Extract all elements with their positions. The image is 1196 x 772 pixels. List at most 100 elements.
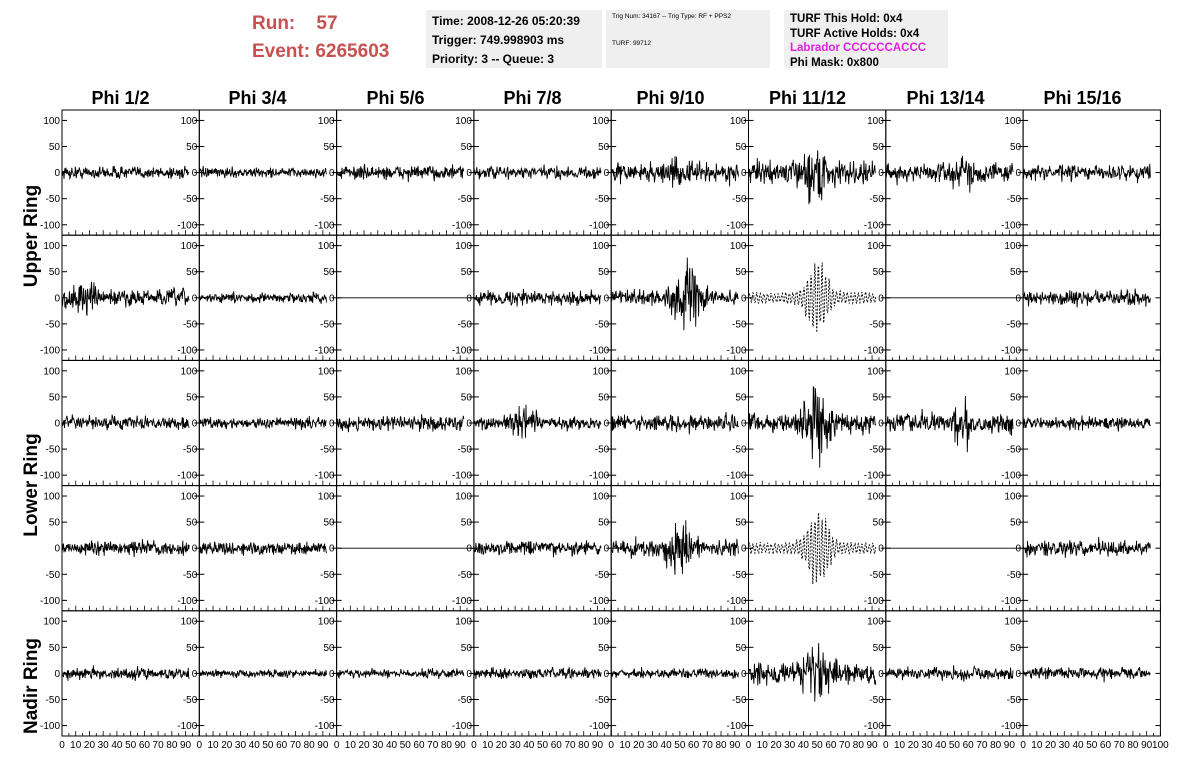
x-tick-label: 60 (963, 740, 975, 751)
waveform-trace (748, 512, 877, 585)
waveform-trace (61, 281, 190, 316)
waveform-panel: -100 -50 0 50 100 (315, 359, 475, 487)
x-tick-label: 90 (317, 740, 329, 751)
y-tick-label: 50 (1010, 643, 1022, 654)
x-tick-label: 50 (949, 740, 961, 751)
waveform-panel: -100 -50 0 50 100 (589, 359, 750, 487)
y-tick-label: -100 (40, 721, 60, 732)
phi-column-label: Phi 9/10 (636, 88, 705, 108)
y-tick-label: -100 (1001, 471, 1021, 482)
waveform-trace (885, 664, 1014, 682)
y-tick-label: 0 (329, 544, 335, 555)
y-tick-label: -50 (1007, 695, 1022, 706)
y-tick-label: -50 (46, 570, 61, 581)
x-tick-label: 20 (770, 740, 782, 751)
waveform-trace (610, 411, 739, 435)
y-tick-label: 0 (604, 669, 610, 680)
x-tick-label: 70 (1114, 740, 1126, 751)
x-tick-label: 80 (578, 740, 590, 751)
y-tick-label: -100 (589, 596, 609, 607)
waveform-panel: -100 -50 0 50 100 (589, 234, 750, 361)
waveform-trace (61, 665, 190, 682)
y-tick-label: 50 (873, 142, 885, 153)
y-tick-label: -50 (1007, 319, 1022, 330)
y-tick-label: 100 (318, 366, 335, 377)
waveform-panel: -100 -50 0 50 100 (452, 359, 612, 487)
waveform-panel: -100 -50 0 50 100 (864, 485, 1024, 612)
waveform-trace (748, 262, 877, 333)
x-tick-label: 20 (1045, 740, 1057, 751)
y-tick-label: 100 (318, 241, 335, 252)
y-tick-label: -50 (183, 194, 198, 205)
x-tick-label: 30 (372, 740, 384, 751)
y-tick-label: 50 (735, 142, 747, 153)
y-tick-label: 0 (1016, 293, 1022, 304)
run-event-box: Run: 57 Event: 6265603 (252, 10, 422, 66)
y-tick-label: 100 (1004, 241, 1021, 252)
y-tick-label: -50 (732, 319, 747, 330)
x-tick-label: 80 (441, 740, 453, 751)
y-tick-label: 50 (598, 643, 610, 654)
x-tick-label: 70 (839, 740, 851, 751)
x-tick-label: 40 (249, 740, 261, 751)
y-tick-label: 100 (867, 241, 884, 252)
waveform-trace (336, 667, 465, 680)
event-value: 6265603 (315, 41, 390, 62)
trigger-text: Trigger: 749.998903 ms (432, 33, 565, 47)
y-tick-label: 50 (461, 392, 473, 403)
y-tick-label: -50 (869, 570, 884, 581)
waveform-panel: -100 -50 0 50 100 (40, 610, 200, 737)
y-tick-label: 0 (466, 168, 472, 179)
y-tick-label: 50 (598, 518, 610, 529)
y-tick-label: -50 (46, 319, 61, 330)
x-tick-label: 60 (825, 740, 837, 751)
y-tick-label: 0 (878, 669, 884, 680)
y-tick-label: -50 (457, 695, 472, 706)
x-tick-label: 90 (729, 740, 741, 751)
y-tick-label: 50 (461, 267, 473, 278)
y-tick-label: 0 (1016, 669, 1022, 680)
y-tick-label: 50 (323, 518, 335, 529)
y-tick-label: -100 (315, 345, 335, 356)
waveform-panel: -100 -50 0 50 100 (864, 109, 1024, 236)
waveform-panel: -100 -50 0 50 100 (1001, 359, 1161, 487)
x-tick-label: 40 (798, 740, 810, 751)
x-tick-label: 20 (358, 740, 370, 751)
x-tick-label: 50 (1086, 740, 1098, 751)
y-tick-label: 100 (43, 366, 60, 377)
x-tick-label: 10 (345, 740, 357, 751)
x-tick-label: 40 (935, 740, 947, 751)
waveform-panel: -100 -50 0 50 100 (452, 485, 612, 612)
y-tick-label: -100 (864, 596, 884, 607)
y-tick-label: -100 (726, 471, 746, 482)
x-tick-label: 90 (592, 740, 604, 751)
y-tick-label: -100 (726, 220, 746, 231)
y-tick-label: -50 (183, 570, 198, 581)
waveform-trace (1022, 288, 1151, 308)
y-tick-label: 100 (181, 241, 198, 252)
y-tick-label: 50 (461, 518, 473, 529)
y-tick-label: -100 (40, 471, 60, 482)
y-tick-label: 50 (186, 392, 198, 403)
y-tick-label: 100 (593, 116, 610, 127)
y-tick-label: -100 (1001, 596, 1021, 607)
y-tick-label: 100 (43, 116, 60, 127)
y-tick-label: 100 (43, 492, 60, 503)
x-tick-label: 60 (413, 740, 425, 751)
waveform-trace (885, 395, 1014, 453)
y-tick-label: 100 (867, 492, 884, 503)
y-tick-label: 100 (867, 366, 884, 377)
x-tick-label: 10 (482, 740, 494, 751)
y-tick-label: 0 (741, 669, 747, 680)
x-tick-label: 20 (84, 740, 96, 751)
y-tick-label: -100 (315, 471, 335, 482)
waveform-trace (473, 404, 602, 439)
waveform-panel: -100 -50 0 50 100 (177, 234, 338, 361)
y-tick-label: -50 (1007, 194, 1022, 205)
y-tick-label: -100 (177, 345, 197, 356)
y-tick-label: 100 (730, 241, 747, 252)
y-tick-label: 100 (730, 366, 747, 377)
y-tick-label: 0 (741, 293, 747, 304)
x-tick-label: 50 (400, 740, 412, 751)
waveform-panel: -100 -50 0 50 100 (726, 234, 887, 361)
